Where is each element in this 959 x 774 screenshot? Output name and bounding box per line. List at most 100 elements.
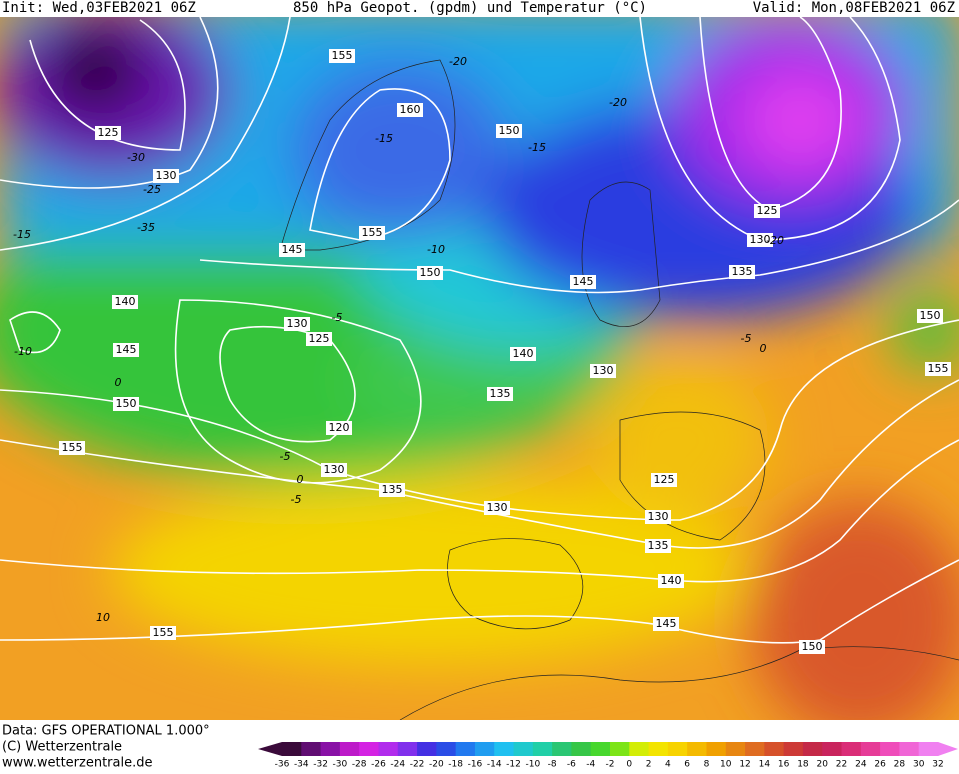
colorbar-arrow (938, 742, 958, 756)
colorbar-swatch (494, 742, 515, 756)
label-box (484, 501, 510, 515)
colorbar-tick-label: 18 (797, 760, 809, 770)
temperature-label: 0 (760, 342, 767, 355)
colorbar-swatch (667, 742, 688, 756)
colorbar-tick-label: -2 (606, 760, 615, 770)
geopotential-label: 130 (287, 317, 308, 330)
colorbar-tick-label: -18 (448, 760, 463, 770)
temperature-label: 0 (115, 376, 122, 389)
geopotential-label: 130 (593, 364, 614, 377)
geopotential-label: 140 (513, 347, 534, 360)
colorbar-swatch (802, 742, 823, 756)
label-box (284, 317, 310, 331)
geopotential-label: 125 (98, 126, 119, 139)
colorbar-tick-label: 30 (913, 760, 925, 770)
geopotential-label: 150 (420, 266, 441, 279)
colorbar-tick-label: 6 (684, 760, 690, 770)
label-box (321, 463, 347, 477)
geopotential-label: 140 (661, 574, 682, 587)
label-box (645, 510, 671, 524)
label-box (496, 124, 522, 138)
colorbar-tick-label: 22 (836, 760, 847, 770)
label-box (487, 387, 513, 401)
label-box (570, 275, 596, 289)
colorbar-tick-label: 32 (932, 760, 943, 770)
geopotential-label: 130 (750, 233, 771, 246)
website: www.wetterzentrale.de (2, 756, 152, 771)
temperature-label: 10 (96, 611, 110, 624)
colorbar-tick-label: 0 (626, 760, 632, 770)
temperature-label: -20 (609, 96, 627, 109)
temperature-label: -15 (528, 141, 546, 154)
colorbar-tick-label: 14 (759, 760, 771, 770)
geopotential-label: 125 (309, 332, 330, 345)
temperature-label: -10 (427, 243, 445, 256)
temperature-label: -5 (332, 311, 343, 324)
colorbar-tick-label: 28 (894, 760, 906, 770)
copyright: (C) Wetterzentrale (2, 740, 122, 755)
colorbar-tick-label: 12 (739, 760, 750, 770)
label-box (306, 332, 332, 346)
colorbar-swatch (552, 742, 572, 756)
label-box (113, 343, 139, 357)
temperature-label: -15 (13, 228, 31, 241)
colorbar-swatch (359, 742, 379, 756)
colorbar-tick-label: 16 (778, 760, 790, 770)
colorbar-swatch (648, 742, 669, 756)
map-title: 850 hPa Geopot. (gpdm) und Temperatur (°… (293, 0, 647, 16)
colorbar-swatch (590, 742, 611, 756)
colorbar-swatch (301, 742, 322, 756)
label-box (799, 640, 825, 654)
colorbar-swatch (610, 742, 630, 756)
geopotential-label: 145 (116, 343, 137, 356)
colorbar-swatch (571, 742, 592, 756)
colorbar-swatch (764, 742, 785, 756)
init-time: Init: Wed,03FEB2021 06Z (2, 0, 196, 16)
colorbar-tick-label: 8 (704, 760, 710, 770)
geopotential-label: 150 (116, 397, 137, 410)
colorbar-tick-label: -8 (548, 760, 557, 770)
colorbar-swatch (918, 742, 939, 756)
temperature-label: -10 (14, 345, 32, 358)
colorbar-tick-label: -32 (313, 760, 328, 770)
label-box (729, 265, 755, 279)
colorbar-swatch (745, 742, 765, 756)
colorbar-tick-label: -12 (506, 760, 521, 770)
geopotential-label: 155 (62, 441, 83, 454)
label-box (59, 441, 85, 455)
geopotential-label: 120 (329, 421, 350, 434)
geopotential-label: 160 (400, 103, 421, 116)
label-box (326, 421, 352, 435)
colorbar-swatch (687, 742, 707, 756)
temperature-label: -5 (741, 332, 752, 345)
colorbar-tick-label: -24 (390, 760, 405, 770)
geopotential-label: 145 (656, 617, 677, 630)
colorbar-tick-label: -6 (567, 760, 576, 770)
label-box (359, 226, 385, 240)
label-box (651, 473, 677, 487)
colorbar-swatch (474, 742, 495, 756)
header-bar (0, 0, 959, 17)
colorbar: -36 -34 -32 -30 -28 -26 -24 -22 -20 -18 -16 -14 -12-… (258, 742, 958, 770)
geopotential-label: 135 (732, 265, 753, 278)
temperature-label: -5 (280, 450, 291, 463)
colorbar-swatch (417, 742, 437, 756)
temperature-label: -20 (449, 55, 467, 68)
geopotential-label: 135 (648, 539, 669, 552)
colorbar-swatch (629, 742, 650, 756)
colorbar-swatch (282, 742, 302, 756)
geopotential-label: 150 (920, 309, 941, 322)
geopotential-label: 130 (156, 169, 177, 182)
temperature-label: -30 (127, 151, 145, 164)
geopotential-label: 130 (648, 510, 669, 523)
geopotential-label: 140 (115, 295, 136, 308)
colorbar-swatch (841, 742, 862, 756)
geopotential-label: 125 (757, 204, 778, 217)
colorbar-swatch (339, 742, 360, 756)
colorbar-swatch (899, 742, 920, 756)
colorbar-tick-label: 24 (855, 760, 867, 770)
label-box (510, 347, 536, 361)
label-box (397, 103, 423, 117)
geopotential-label: 125 (654, 473, 675, 486)
